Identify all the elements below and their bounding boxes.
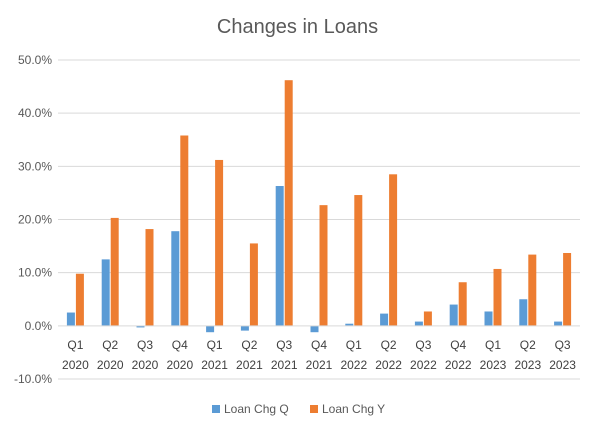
series-loan-chg-y bbox=[75, 80, 572, 326]
bar bbox=[310, 325, 319, 333]
bar bbox=[240, 325, 249, 331]
x-tick-label-quarter: Q1 bbox=[346, 338, 362, 352]
bar bbox=[66, 312, 75, 326]
bar bbox=[275, 186, 284, 326]
y-tick-label: 40.0% bbox=[18, 106, 52, 120]
bar bbox=[101, 259, 110, 326]
bar bbox=[563, 252, 572, 326]
x-tick-label-quarter: Q3 bbox=[137, 338, 153, 352]
x-tick-label-quarter: Q2 bbox=[381, 338, 397, 352]
chart-title: Changes in Loans bbox=[217, 16, 378, 38]
bar bbox=[110, 217, 119, 326]
x-tick-label-quarter: Q4 bbox=[311, 338, 327, 352]
x-tick-label-year: 2022 bbox=[445, 358, 472, 372]
bar bbox=[171, 231, 180, 326]
bar bbox=[136, 325, 145, 328]
x-tick-label-year: 2021 bbox=[236, 358, 263, 372]
bar bbox=[284, 80, 293, 326]
bar bbox=[484, 311, 493, 326]
bar bbox=[528, 254, 537, 326]
y-tick-label: 10.0% bbox=[18, 266, 52, 280]
y-tick-label: 50.0% bbox=[18, 53, 52, 67]
bar bbox=[389, 174, 398, 326]
bar bbox=[354, 195, 363, 326]
x-tick-label-year: 2023 bbox=[549, 358, 576, 372]
x-axis-tick-labels: Q1 2020 Q2 2020 Q3 2020 Q4 2020 Q1 2021 Q2 2021 Q3 20… bbox=[62, 338, 576, 372]
bar bbox=[206, 325, 215, 333]
x-tick-label-year: 2023 bbox=[480, 358, 507, 372]
x-tick-label-year: 2021 bbox=[271, 358, 298, 372]
bar bbox=[458, 282, 467, 326]
y-tick-label: -10.0% bbox=[14, 372, 52, 386]
bars bbox=[66, 80, 572, 333]
x-tick-label-year: 2020 bbox=[166, 358, 193, 372]
y-tick-label: 20.0% bbox=[18, 213, 52, 227]
bar bbox=[380, 313, 389, 326]
y-axis-tick-labels: -10.0% 0.0% 10.0% 20.0% 30.0% 40.0% 50.0% bbox=[14, 53, 52, 386]
bar bbox=[145, 229, 154, 326]
x-tick-label-year: 2020 bbox=[97, 358, 124, 372]
x-tick-label-year: 2021 bbox=[306, 358, 333, 372]
x-tick-label-quarter: Q2 bbox=[241, 338, 257, 352]
x-tick-label-year: 2022 bbox=[340, 358, 367, 372]
bar bbox=[414, 321, 423, 326]
x-tick-label-quarter: Q4 bbox=[172, 338, 188, 352]
bar bbox=[554, 321, 563, 326]
x-tick-label-year: 2022 bbox=[375, 358, 402, 372]
legend-item: Loan Chg Q bbox=[212, 402, 289, 416]
x-tick-label-quarter: Q1 bbox=[207, 338, 223, 352]
legend-label: Loan Chg Q bbox=[224, 402, 289, 416]
legend-swatch bbox=[310, 405, 318, 413]
bar bbox=[519, 299, 528, 326]
bar bbox=[345, 323, 354, 326]
x-tick-label-quarter: Q3 bbox=[415, 338, 431, 352]
x-tick-label-quarter: Q1 bbox=[485, 338, 501, 352]
bar bbox=[423, 311, 432, 326]
bar bbox=[215, 159, 224, 326]
legend-item: Loan Chg Y bbox=[310, 402, 385, 416]
x-tick-label-year: 2020 bbox=[132, 358, 159, 372]
legend-label: Loan Chg Y bbox=[322, 402, 385, 416]
x-tick-label-quarter: Q3 bbox=[555, 338, 571, 352]
x-tick-label-year: 2022 bbox=[410, 358, 437, 372]
x-tick-label-year: 2021 bbox=[201, 358, 228, 372]
bar bbox=[319, 205, 328, 326]
x-tick-label-quarter: Q2 bbox=[520, 338, 536, 352]
bar bbox=[493, 268, 502, 326]
legend: Loan Chg Q Loan Chg Y bbox=[212, 402, 385, 416]
bar bbox=[180, 135, 189, 326]
y-tick-label: 0.0% bbox=[25, 319, 53, 333]
y-tick-label: 30.0% bbox=[18, 159, 52, 173]
x-tick-label-quarter: Q4 bbox=[450, 338, 466, 352]
x-tick-label-year: 2020 bbox=[62, 358, 89, 372]
series-loan-chg-q bbox=[66, 186, 563, 333]
bar bbox=[449, 304, 458, 326]
gridlines bbox=[58, 59, 580, 380]
x-tick-label-quarter: Q2 bbox=[102, 338, 118, 352]
x-tick-label-quarter: Q3 bbox=[276, 338, 292, 352]
x-tick-label-year: 2023 bbox=[514, 358, 541, 372]
bar bbox=[75, 273, 84, 326]
legend-swatch bbox=[212, 405, 220, 413]
x-tick-label-quarter: Q1 bbox=[67, 338, 83, 352]
bar bbox=[249, 243, 258, 326]
